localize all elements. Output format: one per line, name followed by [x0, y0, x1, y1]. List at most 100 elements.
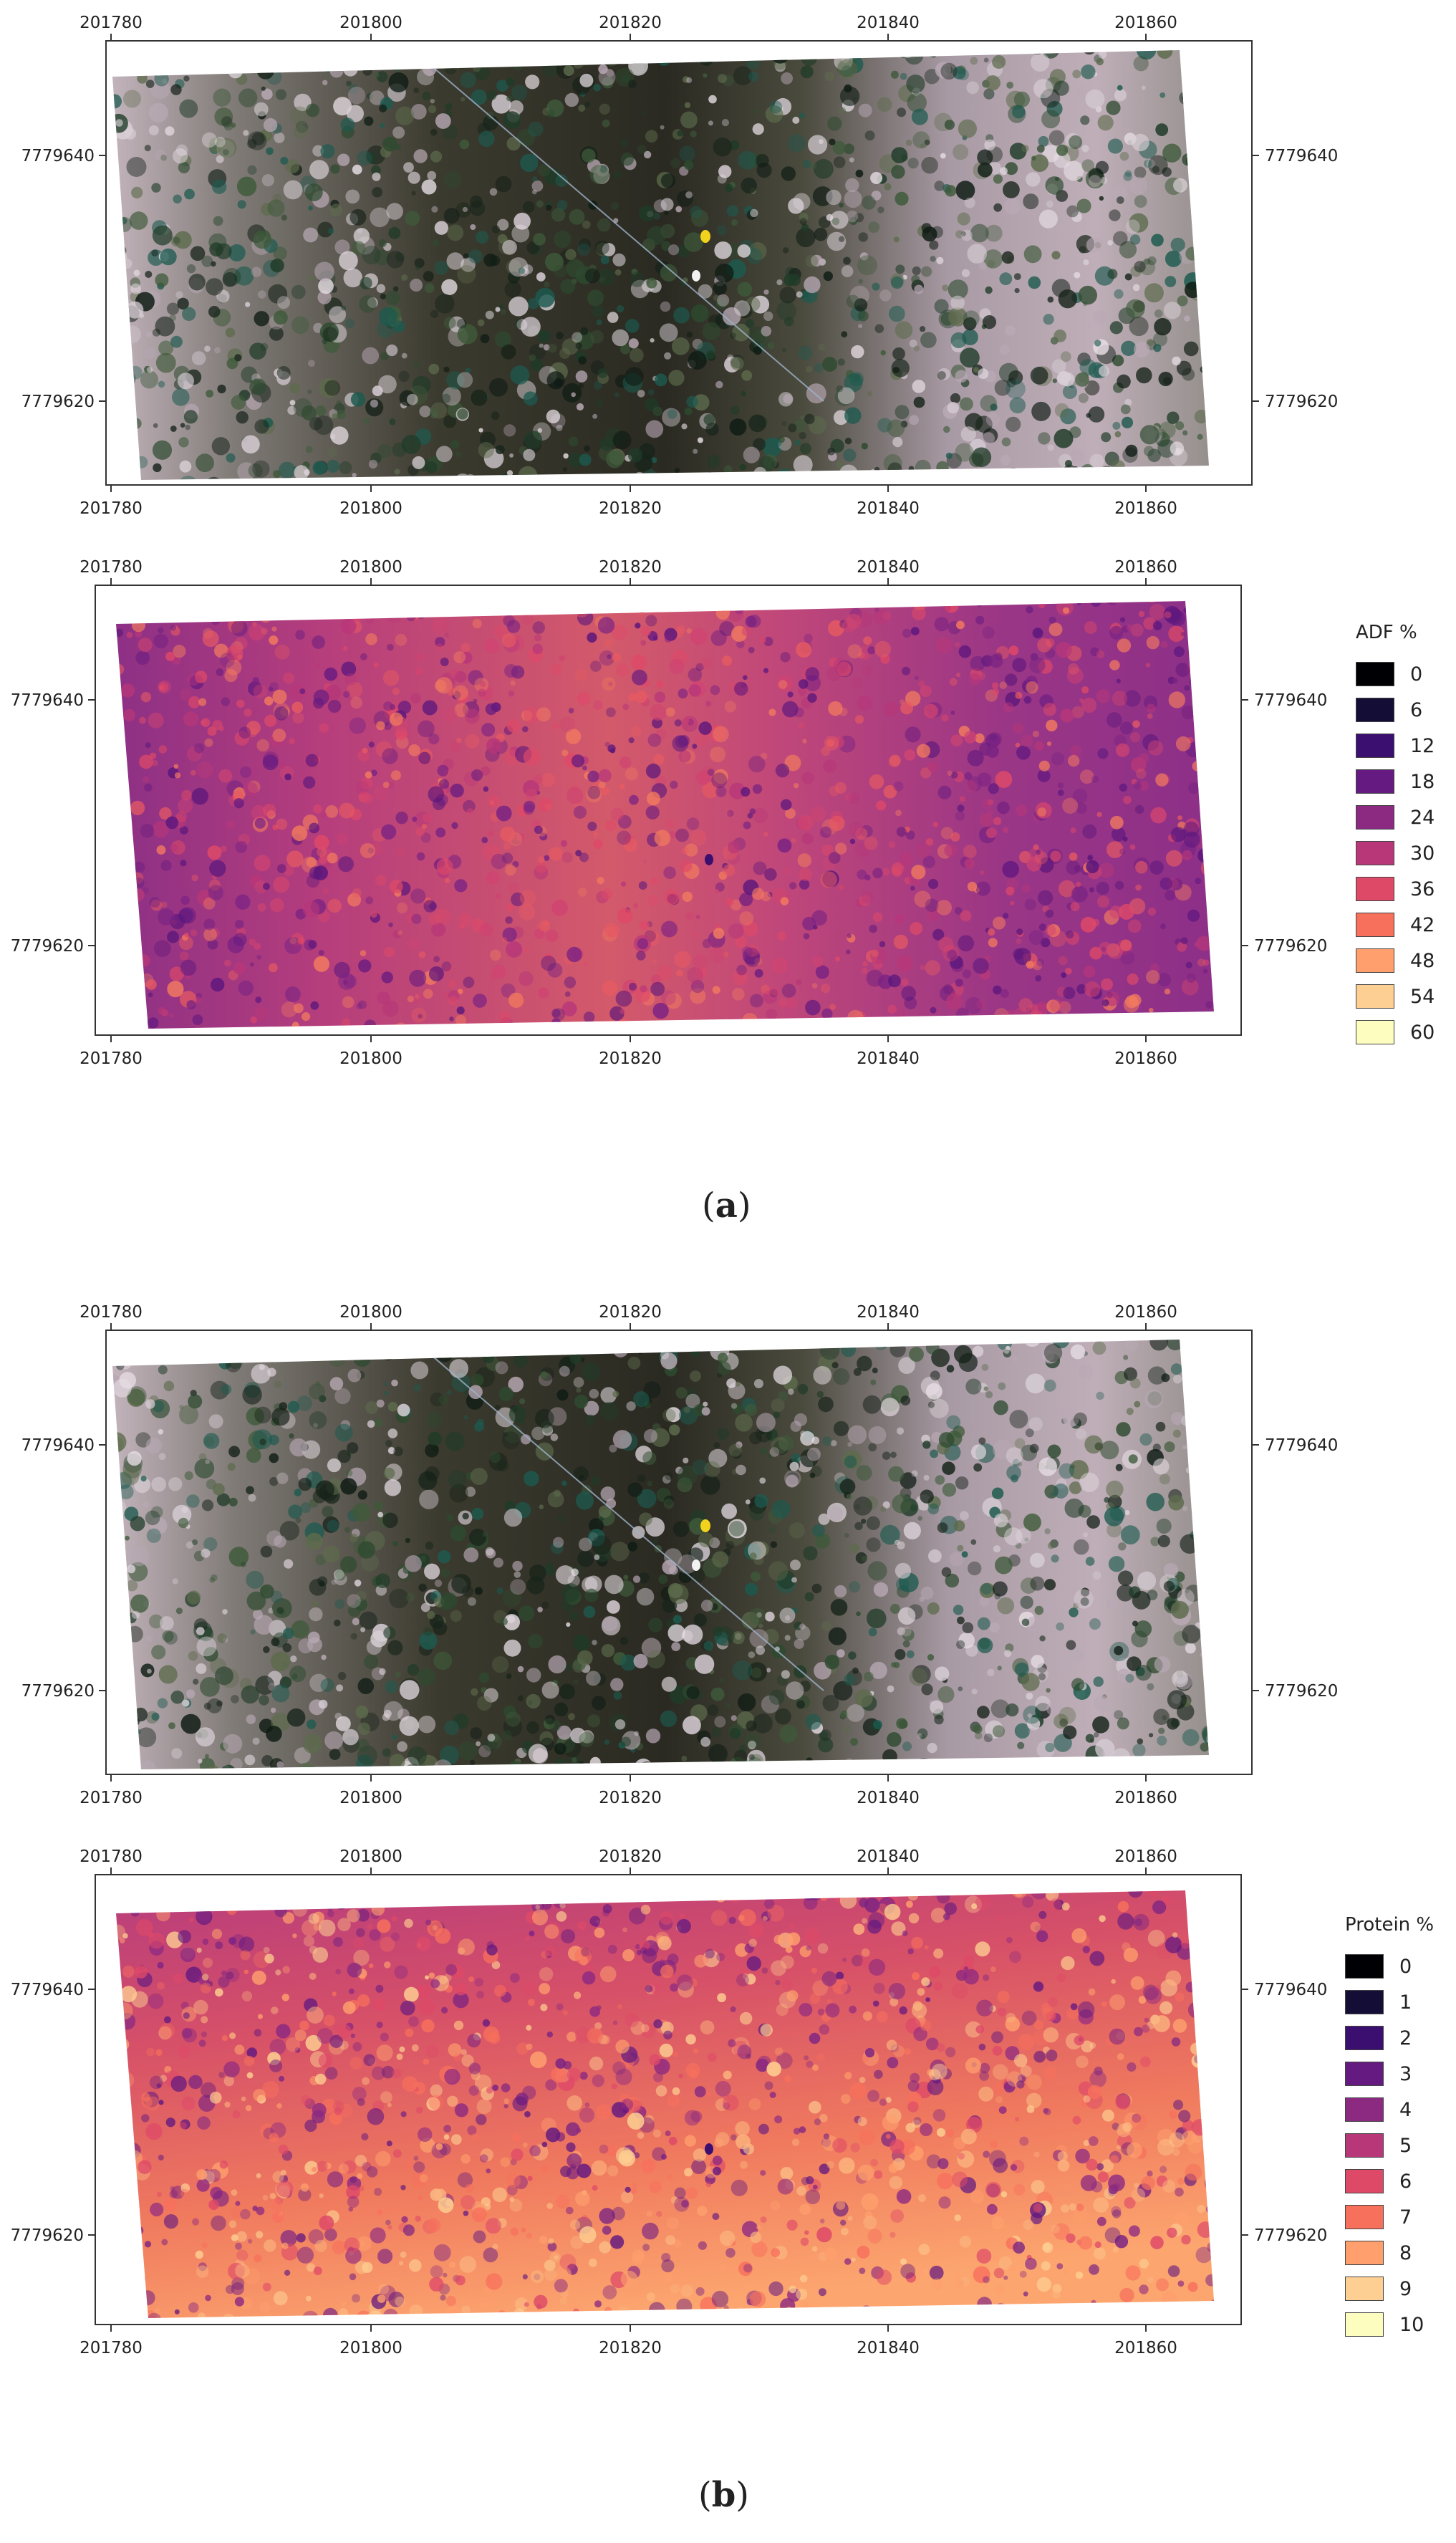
caption-open: (	[702, 1186, 715, 1226]
x-tick-label-top: 201860	[1114, 1847, 1177, 1866]
legend-swatch	[1345, 2133, 1384, 2158]
raster-image	[112, 1340, 1209, 1769]
x-tick-label-bottom: 201840	[857, 2339, 920, 2357]
raster-image	[116, 601, 1214, 1029]
legend-entry: 6	[1356, 692, 1435, 728]
y-tick-label-left: 7779640	[21, 1436, 95, 1455]
x-tick-label-top: 201840	[857, 558, 920, 577]
legend-title: Protein %	[1345, 1914, 1435, 1936]
y-tick-label-left: 7779620	[11, 2226, 84, 2245]
legend-swatch	[1356, 877, 1394, 901]
legend-label: 24	[1410, 806, 1435, 829]
legend-swatch	[1356, 805, 1394, 830]
caption-open: (	[698, 2475, 712, 2515]
x-tick-label-bottom: 201820	[599, 499, 662, 518]
x-tick-label-top: 201780	[79, 558, 143, 577]
legend-entry: 18	[1356, 764, 1435, 799]
legend-entry: 5	[1345, 2128, 1434, 2163]
legend-swatch	[1356, 913, 1394, 937]
x-tick-label-bottom: 201780	[79, 2339, 143, 2357]
x-tick-label-top: 201800	[339, 1303, 402, 1322]
x-tick-label-top: 201780	[79, 1303, 143, 1322]
y-tick-label-left: 7779620	[21, 393, 95, 411]
legend-label: 8	[1399, 2241, 1412, 2264]
legend-entry: 10	[1345, 2307, 1434, 2342]
legend-label: 0	[1410, 663, 1423, 686]
legend-a: ADF % 0 6 12 18 24 30 36 42 48 54 60	[1356, 622, 1435, 1050]
legend-label: 36	[1410, 878, 1435, 900]
legend-label: 18	[1410, 770, 1435, 793]
x-tick-label-top: 201820	[599, 558, 662, 577]
legend-swatch	[1345, 1990, 1384, 2014]
map-frame	[95, 1874, 1242, 2325]
y-tick-label-right: 7779640	[1254, 1981, 1327, 1999]
legend-entries: 0 6 12 18 24 30 36 42 48 54 60	[1356, 656, 1435, 1050]
x-tick-label-bottom: 201820	[599, 1789, 662, 1807]
legend-swatch	[1356, 698, 1394, 722]
x-tick-label-top: 201820	[599, 14, 662, 32]
caption-close: )	[736, 2475, 750, 2515]
map-svg: 201780 201780 201800 201800 201820 201820 2018…	[11, 558, 1328, 1068]
x-tick-label-bottom: 201820	[599, 1049, 662, 1068]
legend-label: 6	[1410, 698, 1423, 721]
y-tick-label-left: 7779620	[21, 1682, 95, 1701]
x-tick-label-top: 201800	[339, 14, 402, 32]
caption-b: (b)	[698, 2475, 749, 2515]
legend-label: 3	[1399, 2062, 1412, 2085]
y-tick-label-left: 7779640	[11, 1981, 84, 1999]
x-tick-label-bottom: 201800	[339, 1049, 402, 1068]
legend-entry: 4	[1345, 2092, 1434, 2128]
legend-entry: 9	[1345, 2271, 1434, 2307]
legend-label: 60	[1410, 1021, 1435, 1044]
y-tick-label-right: 7779640	[1254, 691, 1327, 710]
x-tick-label-bottom: 201780	[79, 499, 143, 518]
legend-swatch	[1345, 2312, 1384, 2337]
legend-title: ADF %	[1356, 622, 1417, 643]
caption-close: )	[737, 1186, 751, 1226]
x-tick-label-bottom: 201800	[339, 1789, 402, 1807]
y-tick-label-left: 7779620	[11, 937, 84, 956]
legend-entry: 30	[1356, 835, 1435, 871]
y-tick-label-right: 7779640	[1265, 147, 1338, 165]
legend-entry: 1	[1345, 1984, 1434, 2020]
x-tick-label-top: 201800	[339, 1847, 402, 1866]
y-tick-label-right: 7779620	[1254, 2226, 1327, 2245]
legend-swatch	[1345, 2062, 1384, 2086]
x-tick-label-top: 201840	[857, 1303, 920, 1322]
legend-entry: 2	[1345, 2020, 1434, 2056]
x-tick-label-bottom: 201780	[79, 1049, 143, 1068]
caption-letter: b	[711, 2475, 736, 2515]
x-tick-label-bottom: 201820	[599, 2339, 662, 2357]
legend-label: 5	[1399, 2134, 1412, 2157]
x-tick-label-bottom: 201860	[1114, 1789, 1177, 1807]
legend-entry: 54	[1356, 979, 1435, 1014]
x-tick-label-top: 201860	[1114, 14, 1177, 32]
caption-a: (a)	[702, 1186, 751, 1226]
x-tick-label-top: 201860	[1114, 1303, 1177, 1322]
legend-entry: 42	[1356, 907, 1435, 943]
legend-entry: 24	[1356, 799, 1435, 835]
x-tick-label-bottom: 201860	[1114, 2339, 1177, 2357]
legend-swatch	[1345, 2277, 1384, 2301]
legend-swatch	[1356, 734, 1394, 758]
y-tick-label-left: 7779640	[21, 147, 95, 165]
legend-label: 2	[1399, 2027, 1412, 2049]
legend-swatch	[1356, 662, 1394, 686]
legend-entry: 0	[1345, 1948, 1434, 1984]
legend-swatch	[1356, 769, 1394, 794]
y-tick-label-right: 7779620	[1265, 393, 1338, 411]
x-tick-label-bottom: 201860	[1114, 1049, 1177, 1068]
x-tick-label-top: 201820	[599, 1303, 662, 1322]
legend-swatch	[1345, 2097, 1384, 2122]
y-tick-label-right: 7779620	[1265, 1682, 1338, 1701]
legend-label: 7	[1399, 2206, 1412, 2229]
legend-swatch	[1345, 2241, 1384, 2265]
x-tick-label-bottom: 201840	[857, 1789, 920, 1807]
y-tick-label-right: 7779620	[1254, 937, 1327, 956]
x-tick-label-bottom: 201840	[857, 499, 920, 518]
legend-swatch	[1345, 1954, 1384, 1979]
y-tick-label-left: 7779640	[11, 691, 84, 710]
legend-entries: 0 1 2 3 4 5 6 7 8 9 10	[1345, 1948, 1434, 2342]
x-tick-label-top: 201860	[1114, 558, 1177, 577]
map-b-protein: 201780 201780 201800 201800 201820 201820 2018…	[0, 1834, 1328, 2357]
